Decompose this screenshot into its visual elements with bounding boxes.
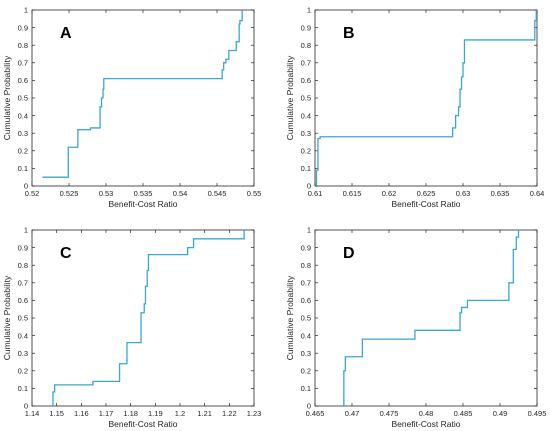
y-tick-label: 0.2 <box>18 367 28 376</box>
x-axis-label: Benefit-Cost Ratio <box>109 199 178 209</box>
y-tick-label: 0.7 <box>18 279 28 288</box>
x-tick-label: 0.54 <box>173 189 188 198</box>
x-tick-label: 1.16 <box>74 409 89 418</box>
y-axis-label: Cumulative Probability <box>285 275 295 360</box>
x-tick-label: 0.62 <box>382 189 397 198</box>
panel-label: A <box>60 25 72 42</box>
y-tick-label: 0 <box>307 402 311 411</box>
x-tick-label: 0.545 <box>208 189 227 198</box>
y-tick-label: 0.4 <box>301 111 311 120</box>
x-tick-label: 0.53 <box>99 189 114 198</box>
y-tick-label: 0 <box>24 182 28 191</box>
y-axis-label: Cumulative Probability <box>2 275 12 360</box>
y-tick-label: 0.9 <box>301 23 311 32</box>
y-tick-label: 0 <box>307 182 311 191</box>
y-tick-label: 0.5 <box>301 94 311 103</box>
y-tick-label: 0.8 <box>301 41 311 50</box>
y-tick-label: 0.4 <box>301 331 311 340</box>
panel-label: B <box>343 25 355 42</box>
x-tick-label: 0.63 <box>456 189 471 198</box>
x-tick-label: 0.525 <box>60 189 79 198</box>
y-tick-label: 0.2 <box>301 367 311 376</box>
y-tick-label: 0.3 <box>301 349 311 358</box>
plot-frame <box>314 229 538 407</box>
chart-panel-d: 0.465 0.47 0.475 0.48 0.485 0.49 0.495 0 0.1 0.2 0… <box>285 226 546 429</box>
y-tick-label: 0.2 <box>301 147 311 156</box>
y-tick-label: 0.8 <box>18 261 28 270</box>
x-tick-label: 1.14 <box>25 409 40 418</box>
y-tick-label: 0.6 <box>301 296 311 305</box>
y-tick-label: 0.1 <box>18 164 28 173</box>
y-tick-label: 1 <box>24 6 28 15</box>
y-tick-label: 0.5 <box>18 314 28 323</box>
y-tick-label: 1 <box>307 6 311 15</box>
y-tick-label: 0.6 <box>18 296 28 305</box>
x-tick-label: 1.21 <box>197 409 212 418</box>
x-tick-label: 0.47 <box>345 409 360 418</box>
y-tick-label: 0.7 <box>301 59 311 68</box>
panel-label: D <box>343 245 355 262</box>
x-tick-label: 0.535 <box>134 189 153 198</box>
x-axis-label: Benefit-Cost Ratio <box>392 199 461 209</box>
x-tick-label: 0.475 <box>380 409 399 418</box>
cdf-line-series-0 <box>52 230 245 406</box>
x-tick-label: 0.64 <box>530 189 545 198</box>
y-axis-label: Cumulative Probability <box>285 55 295 140</box>
x-tick-label: 0.615 <box>343 189 362 198</box>
chart-panel-a: 0.52 0.525 0.53 0.535 0.54 0.545 0.55 0 0.1 0.2 0.… <box>2 6 261 209</box>
plot-frame <box>31 9 255 187</box>
x-tick-label: 1.18 <box>123 409 138 418</box>
x-axis-label: Benefit-Cost Ratio <box>109 419 178 429</box>
x-tick-label: 0.49 <box>493 409 508 418</box>
y-tick-label: 0.1 <box>301 384 311 393</box>
y-tick-label: 0.6 <box>18 76 28 85</box>
x-tick-label: 0.485 <box>454 409 473 418</box>
y-tick-label: 0.3 <box>18 129 28 138</box>
y-tick-label: 0.5 <box>18 94 28 103</box>
panel-label: C <box>60 245 72 262</box>
y-tick-label: 0.7 <box>18 59 28 68</box>
y-tick-label: 0.9 <box>18 243 28 252</box>
chart-panel-b: 0.61 0.615 0.62 0.625 0.63 0.635 0.6400.10.20.… <box>285 6 544 209</box>
y-tick-label: 0.7 <box>301 279 311 288</box>
cdf-line-series-0 <box>315 10 537 186</box>
y-tick-label: 0 <box>24 402 28 411</box>
y-tick-label: 1 <box>24 226 28 235</box>
x-tick-label: 0.465 <box>306 409 325 418</box>
cdf-line-series-0 <box>343 230 520 406</box>
y-tick-label: 0.3 <box>301 129 311 138</box>
x-tick-label: 1.15 <box>49 409 64 418</box>
x-tick-label: 0.61 <box>308 189 323 198</box>
y-tick-label: 0.9 <box>18 23 28 32</box>
y-tick-label: 0.6 <box>301 76 311 85</box>
cdf-line-series-0 <box>42 10 243 178</box>
x-tick-label: 0.495 <box>528 409 547 418</box>
x-tick-label: 0.52 <box>25 189 40 198</box>
plot-frame <box>31 229 255 407</box>
x-tick-label: 0.635 <box>491 189 510 198</box>
y-tick-label: 0.8 <box>18 41 28 50</box>
y-tick-label: 0.9 <box>301 243 311 252</box>
x-axis-label: Benefit-Cost Ratio <box>392 419 461 429</box>
y-tick-label: 0.8 <box>301 261 311 270</box>
x-tick-label: 1.17 <box>99 409 114 418</box>
y-axis-label: Cumulative Probability <box>2 55 12 140</box>
y-tick-label: 0.1 <box>18 384 28 393</box>
x-tick-label: 1.22 <box>222 409 237 418</box>
x-tick-label: 0.625 <box>417 189 436 198</box>
chart-panel-c: 1.14 1.15 1.16 1.17 1.18 1.19 1.2 1.21 1.22 1.23 0… <box>2 226 261 429</box>
y-tick-label: 1 <box>307 226 311 235</box>
y-tick-label: 0.3 <box>18 349 28 358</box>
x-tick-label: 1.23 <box>247 409 262 418</box>
x-tick-label: 0.55 <box>247 189 262 198</box>
y-tick-label: 0.4 <box>18 111 28 120</box>
x-tick-label: 1.2 <box>175 409 185 418</box>
y-tick-label: 0.1 <box>301 164 311 173</box>
y-tick-label: 0.4 <box>18 331 28 340</box>
x-tick-label: 1.19 <box>148 409 163 418</box>
x-tick-label: 0.48 <box>419 409 434 418</box>
y-tick-label: 0.5 <box>301 314 311 323</box>
y-tick-label: 0.2 <box>18 147 28 156</box>
